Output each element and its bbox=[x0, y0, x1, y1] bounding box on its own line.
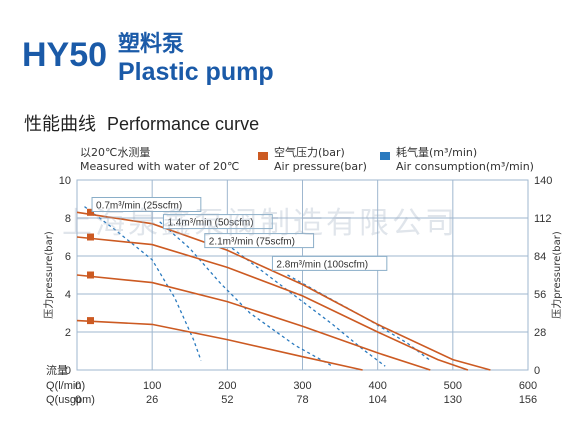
pressure-start-marker bbox=[87, 317, 94, 325]
air-consumption-label: 2.1m³/min (75scfm) bbox=[209, 237, 295, 248]
product-title-en: Plastic pump bbox=[118, 58, 274, 86]
y-right-tick-label: 84 bbox=[534, 251, 546, 263]
y-right-axis-label: 压力pressure(bar) bbox=[550, 231, 563, 319]
x-lpm-tick-label: 300 bbox=[293, 380, 311, 392]
x-lpm-tick-label: 0 bbox=[75, 380, 81, 392]
air-consumption-label: 2.8m³/min (100scfm) bbox=[276, 259, 368, 270]
x-usgpm-tick-label: 104 bbox=[368, 394, 386, 406]
air-consumption-curve bbox=[226, 244, 386, 367]
air-consumption-label-box bbox=[271, 255, 388, 271]
legend-air-pressure-en: Air pressure(bar) bbox=[274, 160, 367, 173]
section-title-en: Performance curve bbox=[107, 114, 260, 134]
x-lpm-tick-label: 600 bbox=[519, 380, 537, 392]
x-usgpm-tick-label: 0 bbox=[75, 394, 81, 406]
legend-air-consumption-cn: 耗气量(m³/min) bbox=[396, 146, 478, 159]
pressure-curve bbox=[76, 236, 469, 371]
y-left-tick-label: 6 bbox=[65, 251, 71, 263]
y-left-tick-label: 10 bbox=[59, 175, 71, 187]
measurement-note-en: Measured with water of 20℃ bbox=[80, 160, 240, 173]
air-consumption-label: 1.4m³/min (50scfm) bbox=[167, 218, 253, 229]
legend-swatch-air-pressure bbox=[258, 152, 268, 160]
pressure-start-marker bbox=[87, 233, 94, 241]
x-usgpm-tick-label: 26 bbox=[146, 394, 158, 406]
flow-row-label: 流量 bbox=[46, 363, 68, 377]
legend-air-consumption: 耗气量(m³/min) Air consumption(m³/min) bbox=[380, 146, 534, 174]
legend-air-consumption-en: Air consumption(m³/min) bbox=[396, 160, 534, 173]
y-left-tick-label: 0 bbox=[65, 365, 71, 377]
pressure-start-marker bbox=[87, 271, 94, 279]
q-usgpm-row-label: Q(usgpm) bbox=[46, 394, 95, 406]
x-lpm-tick-label: 500 bbox=[444, 380, 462, 392]
y-right-tick-label: 56 bbox=[534, 289, 546, 301]
x-usgpm-tick-label: 52 bbox=[221, 394, 233, 406]
section-title: 性能曲线 Performance curve bbox=[24, 110, 259, 136]
air-consumption-label-box bbox=[204, 233, 315, 249]
air-consumption-label-box bbox=[91, 197, 202, 212]
x-usgpm-tick-label: 156 bbox=[519, 394, 537, 406]
x-lpm-tick-label: 400 bbox=[368, 380, 386, 392]
legend-swatch-air-consumption bbox=[380, 152, 390, 160]
model-number: HY50 bbox=[22, 36, 108, 74]
x-usgpm-tick-label: 130 bbox=[444, 394, 462, 406]
pressure-start-marker bbox=[87, 208, 94, 216]
pressure-curve bbox=[76, 319, 363, 371]
x-lpm-tick-label: 100 bbox=[143, 380, 161, 392]
y-left-tick-label: 2 bbox=[65, 327, 71, 339]
product-title-cn: 塑料泵 bbox=[118, 32, 185, 57]
legend-air-pressure-cn: 空气压力(bar) bbox=[274, 146, 345, 159]
air-consumption-label-box bbox=[162, 214, 273, 230]
y-right-tick-label: 28 bbox=[534, 327, 546, 339]
pressure-curve bbox=[76, 274, 431, 371]
section-title-cn: 性能曲线 bbox=[24, 114, 96, 135]
y-left-axis-label: 压力pressure(bar) bbox=[42, 231, 55, 319]
x-lpm-tick-label: 200 bbox=[218, 380, 236, 392]
pressure-curve bbox=[76, 211, 491, 371]
y-left-tick-label: 4 bbox=[65, 289, 71, 301]
x-usgpm-tick-label: 78 bbox=[296, 394, 308, 406]
measurement-note-cn: 以20℃水测量 bbox=[80, 146, 151, 159]
measurement-note: 以20℃水测量 Measured with water of 20℃ bbox=[80, 146, 239, 174]
q-lpm-row-label: Q(l/min) bbox=[46, 380, 85, 392]
air-consumption-curve bbox=[84, 206, 202, 361]
air-consumption-label: 0.7m³/min (25scfm) bbox=[96, 201, 182, 212]
y-right-tick-label: 140 bbox=[534, 175, 552, 187]
y-right-tick-label: 112 bbox=[534, 213, 552, 225]
y-right-tick-label: 0 bbox=[534, 365, 540, 377]
legend-air-pressure: 空气压力(bar) Air pressure(bar) bbox=[258, 146, 367, 174]
y-left-tick-label: 8 bbox=[65, 213, 71, 225]
